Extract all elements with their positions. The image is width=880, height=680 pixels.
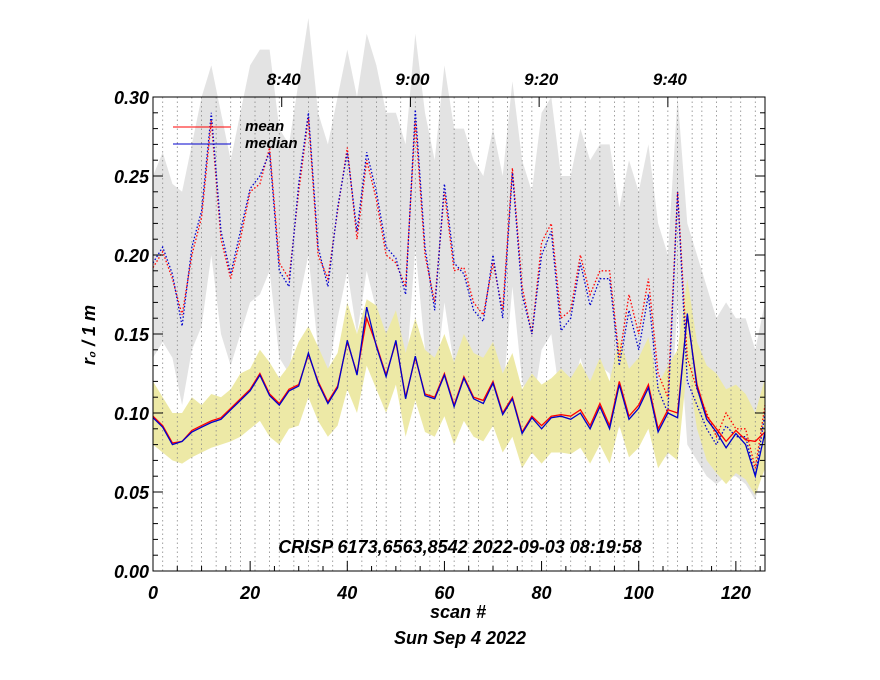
date-label: Sun Sep 4 2022 (394, 628, 526, 648)
uncertainty-bands (153, 18, 765, 500)
series-mean-high (152, 117, 766, 469)
series-median-high (152, 109, 766, 477)
top-time-label: 8:40 (267, 70, 302, 89)
band-low-scatter (153, 278, 765, 496)
y-axis-label: r₀ / 1 m (79, 305, 99, 365)
y-tick-label: 0.30 (114, 88, 149, 108)
x-tick-label: 60 (434, 583, 454, 603)
y-tick-label: 0.25 (114, 167, 150, 187)
x-tick-label: 0 (148, 583, 158, 603)
y-tick-label: 0.00 (114, 562, 149, 582)
series-median-low (152, 306, 766, 479)
x-axis-label: scan # (430, 602, 486, 622)
legend-mean-label: mean (245, 118, 284, 135)
x-tick-label: 40 (336, 583, 357, 603)
legend: mean median (173, 118, 298, 152)
x-tick-label: 120 (721, 583, 751, 603)
x-tick-label: 20 (239, 583, 260, 603)
top-time-label: 9:20 (524, 70, 559, 89)
top-time-label: 9:40 (653, 70, 688, 89)
chart-title: CRISP 6173,6563,8542 2022-09-03 08:19:58 (278, 537, 642, 557)
y-tick-label: 0.10 (114, 404, 149, 424)
x-tick-label: 100 (624, 583, 654, 603)
y-tick-label: 0.05 (114, 483, 150, 503)
data-lines (152, 109, 766, 479)
y-tick-label: 0.20 (114, 246, 149, 266)
legend-median-label: median (245, 135, 298, 152)
top-time-label: 9:00 (395, 70, 430, 89)
y-tick-label: 0.15 (114, 325, 150, 345)
axes: 0.00 0.05 0.10 0.15 0.20 0.25 0.30 0 20 40 60 80 100… (114, 70, 766, 603)
x-tick-label: 80 (532, 583, 552, 603)
